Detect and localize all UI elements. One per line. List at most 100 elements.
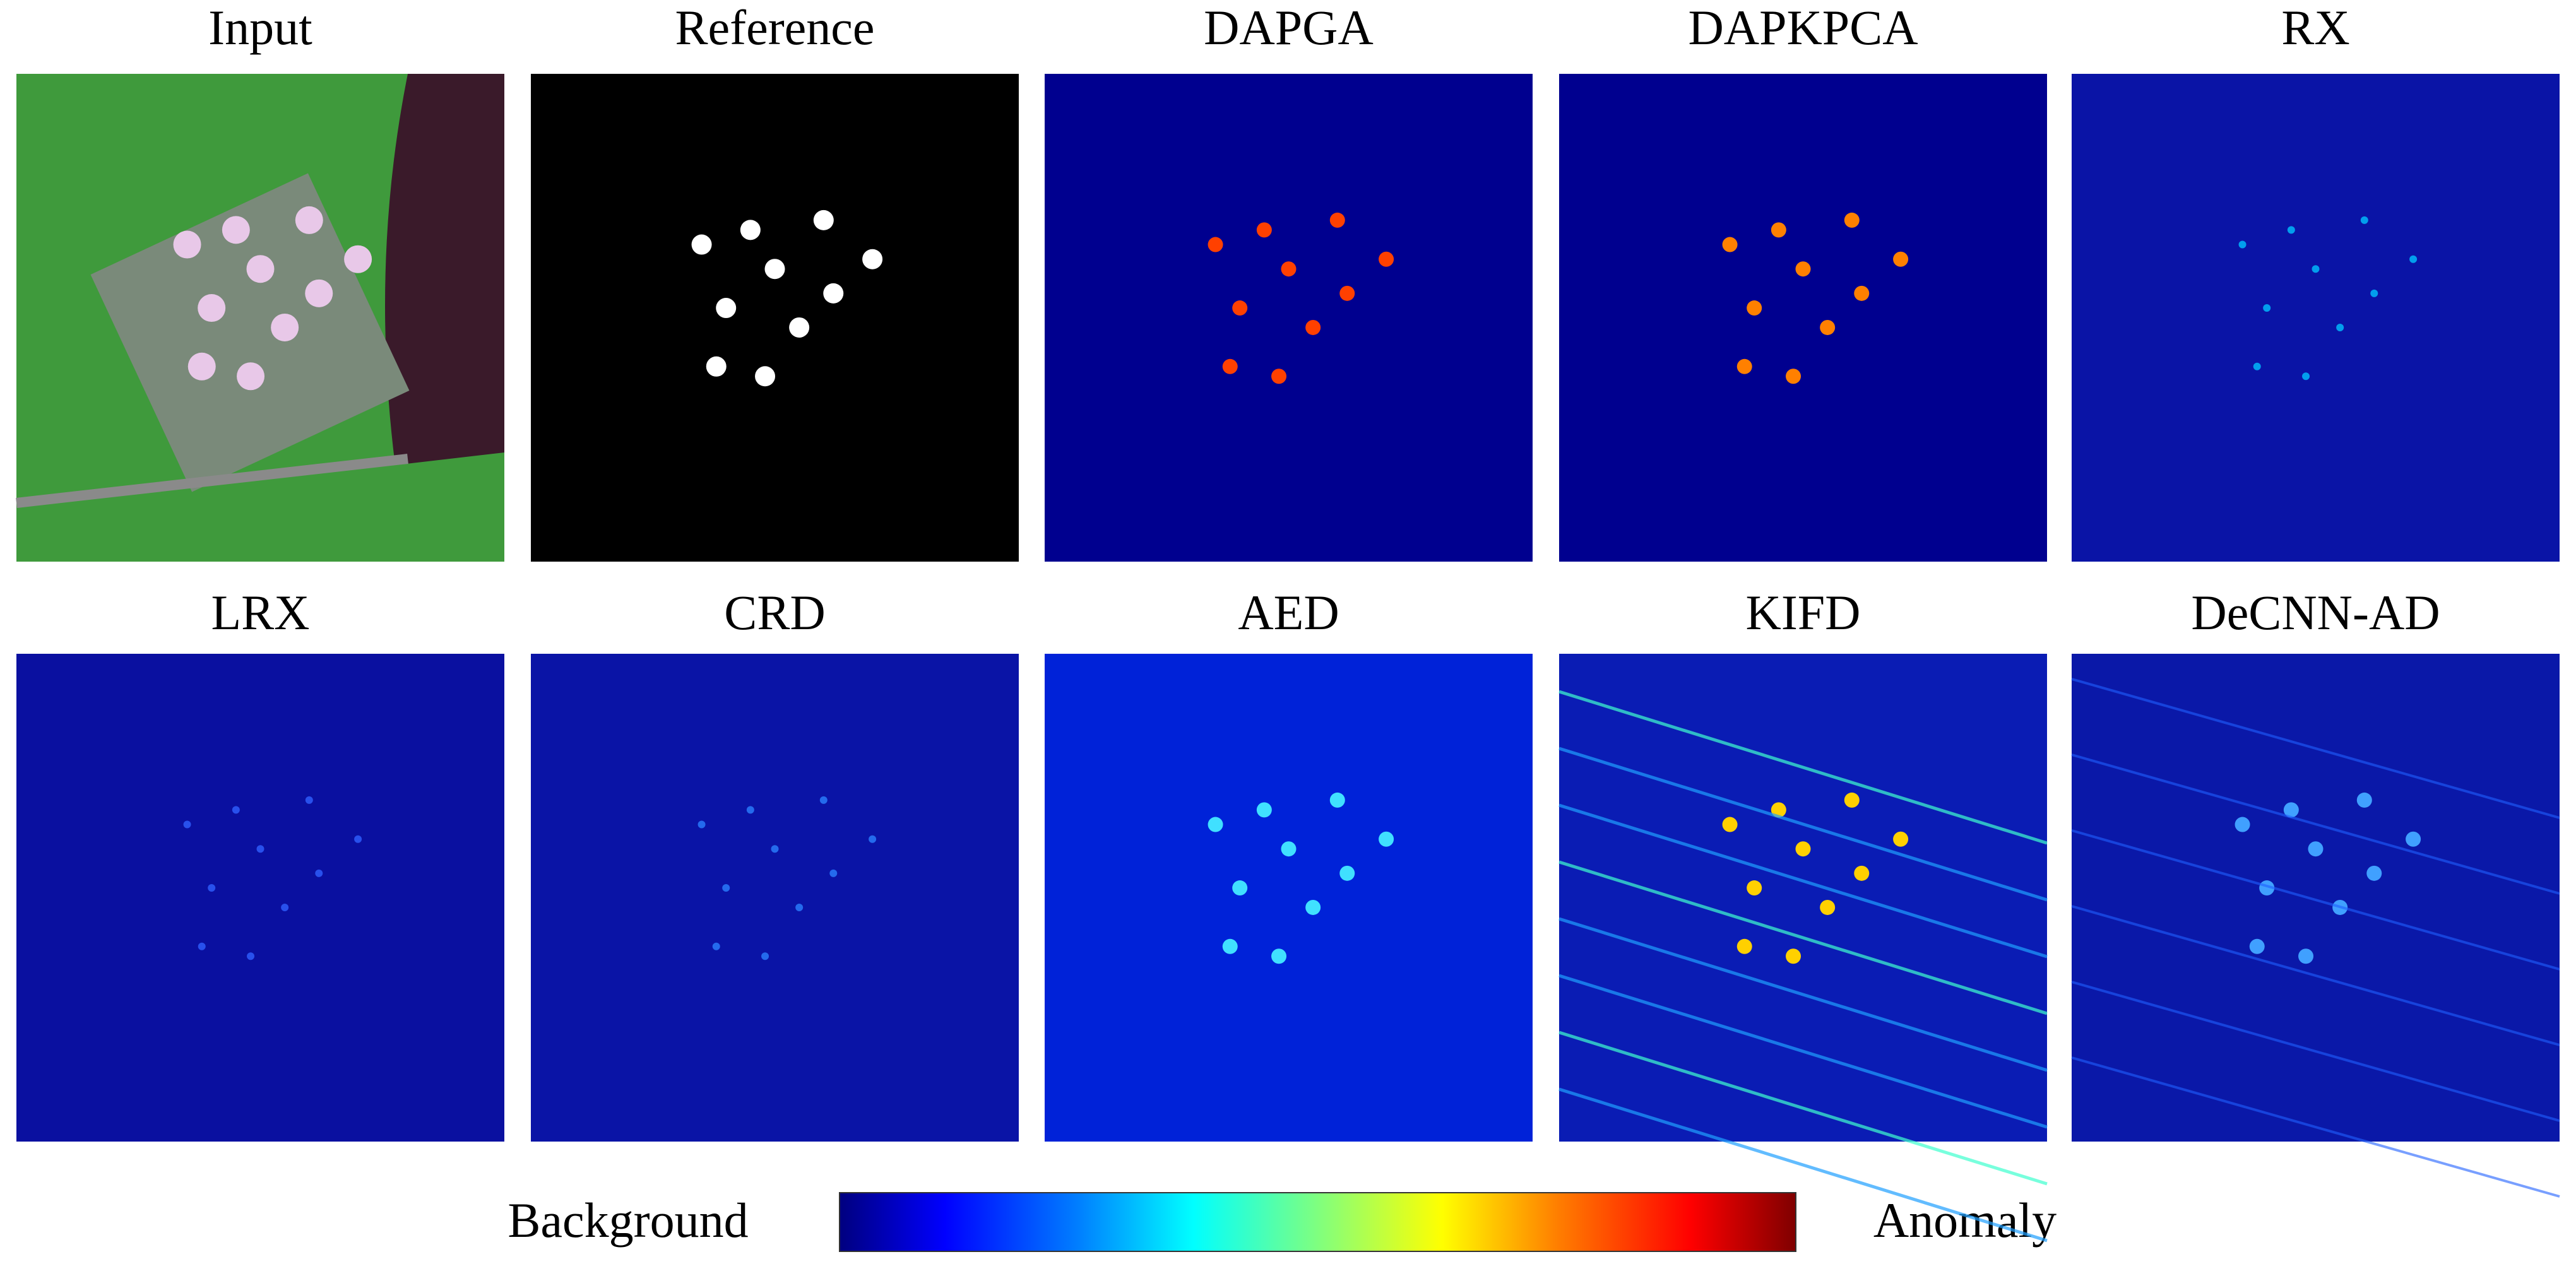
- anomaly-spot: [764, 259, 785, 280]
- anomaly-spot: [2409, 255, 2418, 263]
- anomaly-spot: [2263, 304, 2271, 312]
- streak: [2071, 829, 2560, 971]
- panel-title: LRX: [211, 585, 310, 640]
- panel-image: [16, 654, 504, 1142]
- anomaly-spot: [869, 835, 877, 843]
- panel-image: [2072, 74, 2560, 562]
- anomaly-spot: [761, 952, 769, 960]
- panel-title: CRD: [724, 585, 825, 640]
- streak: [1558, 860, 2048, 1015]
- anomaly-spot: [2360, 216, 2368, 224]
- streak: [1558, 974, 2048, 1129]
- anomaly-spot: [1339, 285, 1355, 301]
- anomaly-spot: [232, 806, 240, 814]
- streak: [2071, 678, 2560, 819]
- anomaly-spot: [183, 820, 191, 829]
- streak: [2071, 981, 2560, 1122]
- panel-background: [1045, 74, 1533, 562]
- anomaly-spot: [1232, 880, 1248, 896]
- anomaly-spot: [1379, 831, 1394, 847]
- panel-background: [2072, 74, 2560, 562]
- colorbar: [839, 1192, 1796, 1252]
- anomaly-spot: [716, 298, 737, 319]
- panel-image: [1045, 654, 1533, 1142]
- anomaly-spot: [305, 796, 313, 804]
- anomaly-spot: [829, 869, 838, 877]
- anomaly-spot: [2370, 289, 2378, 297]
- anomaly-spot: [1222, 938, 1238, 954]
- anomaly-spot: [2287, 226, 2295, 234]
- anomaly-spot: [315, 869, 323, 877]
- panel-background: [1559, 74, 2047, 562]
- roof: [305, 279, 333, 307]
- anomaly-spot: [2406, 831, 2421, 847]
- anomaly-spot: [1329, 792, 1345, 808]
- roof: [173, 230, 201, 259]
- anomaly-spot: [1747, 300, 1762, 316]
- anomaly-spot: [1271, 948, 1287, 964]
- anomaly-spot: [1771, 222, 1786, 238]
- anomaly-spot: [1820, 899, 1836, 915]
- anomaly-spot: [208, 884, 216, 892]
- panel-title: Input: [208, 0, 312, 55]
- anomaly-spot: [722, 884, 730, 892]
- panel-background: [1559, 654, 2047, 1142]
- panel-background: [1045, 654, 1533, 1142]
- anomaly-spot: [1305, 319, 1321, 335]
- anomaly-spot: [1736, 358, 1752, 374]
- streak: [1558, 690, 2048, 845]
- anomaly-spot: [354, 835, 362, 843]
- anomaly-spot: [1854, 285, 1870, 301]
- panel-title: AED: [1238, 585, 1339, 640]
- panel-image: [2071, 654, 2560, 1198]
- anomaly-spot: [1379, 251, 1394, 267]
- anomaly-spot: [1281, 841, 1297, 857]
- anomaly-spot: [697, 820, 706, 829]
- anomaly-spot: [691, 234, 712, 255]
- anomaly-spot: [1786, 948, 1801, 964]
- anomaly-spot: [1281, 261, 1297, 277]
- streak: [1558, 803, 2048, 959]
- anomaly-spot: [1786, 369, 1801, 384]
- panel-title: KIFD: [1745, 585, 1860, 640]
- colorbar-low-label: Background: [507, 1193, 748, 1248]
- anomaly-spot: [1854, 865, 1870, 881]
- anomaly-spot: [1893, 831, 1909, 847]
- anomaly-spot: [2356, 792, 2372, 808]
- panel-image: [16, 74, 504, 562]
- anomaly-spot: [1305, 899, 1321, 915]
- streak: [2071, 1056, 2560, 1198]
- anomaly-spot: [789, 317, 810, 338]
- panel-title: DeCNN-AD: [2191, 585, 2440, 640]
- anomaly-spot: [1722, 237, 1738, 252]
- anomaly-spot: [755, 366, 776, 387]
- anomaly-spot: [2235, 817, 2250, 832]
- anomaly-spot: [712, 942, 720, 950]
- panel-image: [1559, 74, 2047, 562]
- anomaly-spot: [740, 220, 761, 240]
- roof: [246, 255, 275, 283]
- anomaly-spot: [746, 806, 754, 814]
- anomaly-spot: [2238, 240, 2247, 249]
- streak: [1558, 1087, 2048, 1243]
- anomaly-spot: [256, 845, 264, 853]
- roof: [237, 362, 265, 391]
- anomaly-spot: [1329, 212, 1345, 228]
- anomaly-spot: [1232, 300, 1248, 316]
- streak: [2071, 753, 2560, 895]
- road: [16, 454, 408, 508]
- anomaly-spot: [2308, 841, 2324, 857]
- anomaly-spot: [771, 845, 779, 853]
- roof: [222, 216, 250, 244]
- anomaly-spot: [706, 356, 727, 377]
- roof: [344, 245, 372, 273]
- anomaly-spot: [1844, 792, 1860, 808]
- anomaly-spot: [1747, 880, 1762, 896]
- streak: [1558, 1031, 2048, 1186]
- anomaly-spot: [2249, 938, 2265, 954]
- panel-title: Reference: [675, 0, 874, 55]
- roof: [295, 206, 323, 234]
- anomaly-spot: [1256, 802, 1272, 818]
- anomaly-spot: [813, 210, 834, 230]
